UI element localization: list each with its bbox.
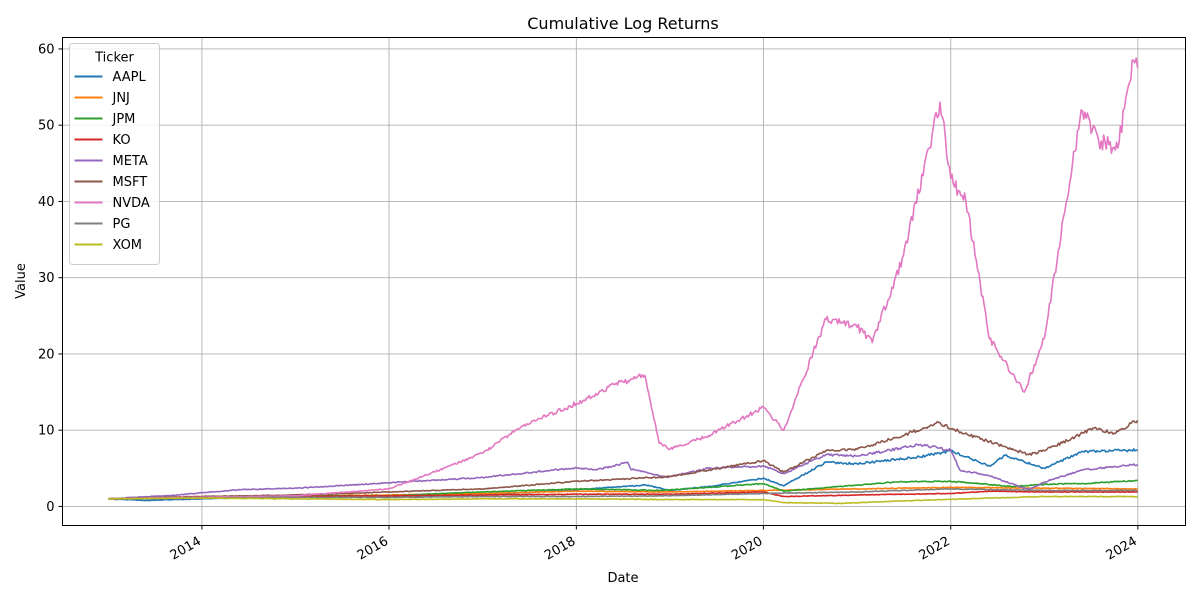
y-tick-label: 40: [38, 195, 55, 210]
y-tick-label: 50: [38, 119, 55, 134]
series-group: [108, 57, 1139, 505]
legend-label: KO: [113, 133, 131, 148]
legend-label: NVDA: [113, 196, 150, 211]
y-tick-label: 10: [38, 424, 55, 439]
y-tick-label: 60: [38, 42, 55, 57]
y-tick-label: 0: [46, 500, 54, 515]
legend-label: PG: [113, 217, 131, 232]
series-line-meta: [108, 443, 1139, 500]
legend-title: Ticker: [94, 51, 134, 66]
y-tick-label: 30: [38, 271, 55, 286]
series-line-pg: [108, 487, 1138, 500]
legend-label: JNJ: [112, 91, 130, 106]
series-line-xom: [108, 495, 1138, 505]
x-axis-title: Date: [607, 571, 638, 586]
chart-title: Cumulative Log Returns: [527, 14, 719, 33]
legend-label: MSFT: [113, 175, 148, 190]
legend-box: [69, 43, 160, 265]
series-line-nvda: [108, 57, 1139, 500]
grid-lines: [62, 37, 1186, 526]
y-axis-title: Value: [14, 263, 29, 299]
legend: Ticker AAPL JNJ JPM KO META MSFT NVDA PG XOM: [69, 43, 160, 265]
y-tick-label: 20: [38, 347, 55, 362]
legend-label: JPM: [112, 112, 136, 127]
legend-label: AAPL: [113, 70, 147, 85]
plot-frame: [62, 37, 1186, 526]
legend-label: META: [113, 154, 148, 169]
legend-label: XOM: [113, 238, 143, 253]
